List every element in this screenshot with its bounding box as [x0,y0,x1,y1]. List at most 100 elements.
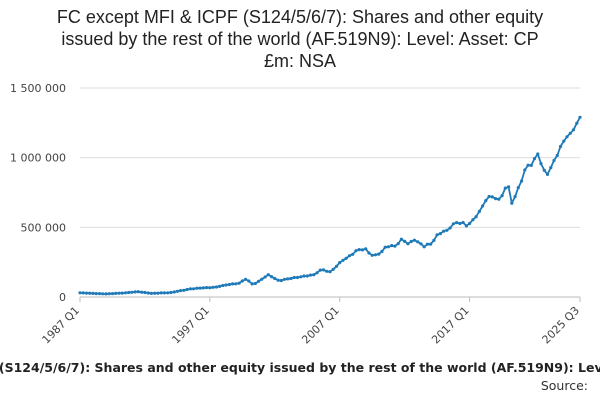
footer-series-label: FC except MFI & ICPF (S124/5/6/7): Share… [0,360,600,378]
data-point [552,158,556,163]
data-point [370,253,374,257]
data-point [490,195,494,199]
data-point [117,291,121,295]
data-point [494,197,498,201]
data-point [341,258,345,262]
footer-source: Source: [540,378,588,393]
data-point [214,285,218,289]
data-point [396,242,400,246]
data-point [458,221,462,226]
data-point [445,228,449,232]
data-point [201,286,205,290]
data-point [542,168,546,172]
data-point [240,279,244,283]
data-point [195,286,199,290]
data-point [565,135,569,139]
data-point [260,277,264,281]
data-point [364,247,368,251]
x-tick-label: 2017 Q1 [429,304,472,347]
data-point [419,242,423,246]
y-tick-label: 1 500 000 [10,82,66,95]
data-point [185,287,189,292]
data-point [520,179,524,183]
data-point [88,291,92,295]
data-point [289,276,293,281]
data-point [448,226,452,230]
x-tick-label: 2025 Q3 [540,304,583,347]
data-point [315,271,319,275]
data-point [425,242,429,246]
data-point [282,277,287,281]
data-point [78,291,82,295]
data-point [386,245,390,249]
data-point [247,279,251,283]
data-point [513,195,517,199]
data-point [211,285,215,289]
data-point [432,238,436,242]
data-point [532,157,537,161]
data-point [357,248,361,252]
series-layer [78,115,582,296]
data-point [325,269,329,273]
data-point [354,249,358,253]
data-point [422,245,426,249]
data-point [321,268,326,272]
data-point [360,248,365,252]
data-point [503,186,507,190]
data-point [270,275,274,279]
data-point [166,291,170,295]
data-point [390,244,394,248]
grid-layer [80,87,580,228]
data-point [481,204,485,208]
data-point [510,201,514,205]
data-point [516,186,520,190]
data-point [536,152,540,156]
data-point [409,239,413,244]
data-point [555,153,559,157]
data-point [136,290,140,294]
data-point [438,232,442,236]
series-line [79,116,581,295]
data-point [468,221,472,226]
data-point [94,292,98,296]
chart-title-line-1: FC except MFI & ICPF (S124/5/6/7): Share… [56,7,544,27]
data-point [429,242,433,246]
data-point [224,283,228,287]
data-point [227,282,231,287]
data-point [578,115,582,119]
data-point [351,252,355,256]
x-tick-label: 1987 Q1 [40,304,83,347]
data-point [305,274,309,278]
data-point [110,292,115,296]
data-point [101,292,105,296]
data-point [221,283,225,288]
y-tick-label: 500 000 [21,221,67,234]
data-point [179,289,183,293]
data-point [234,282,238,286]
data-point [276,278,280,282]
data-point [244,277,248,281]
y-tick-label: 0 [59,291,66,304]
data-point [451,222,455,226]
data-point [523,168,527,172]
data-point [464,224,468,228]
data-point [273,276,277,281]
data-point [406,242,410,246]
data-point [477,209,481,213]
chart-title-line-3: £m: NSA [263,51,337,71]
data-point [318,268,322,272]
data-point [328,270,332,274]
data-point [172,290,176,294]
data-point [81,291,85,295]
data-point [299,275,303,279]
data-point [91,291,95,295]
data-point [127,290,131,295]
data-point [545,172,550,176]
data-point [162,291,166,295]
data-point [107,292,111,296]
data-point [526,163,530,167]
data-point [347,254,352,258]
data-point [192,287,196,291]
data-point [286,277,290,281]
